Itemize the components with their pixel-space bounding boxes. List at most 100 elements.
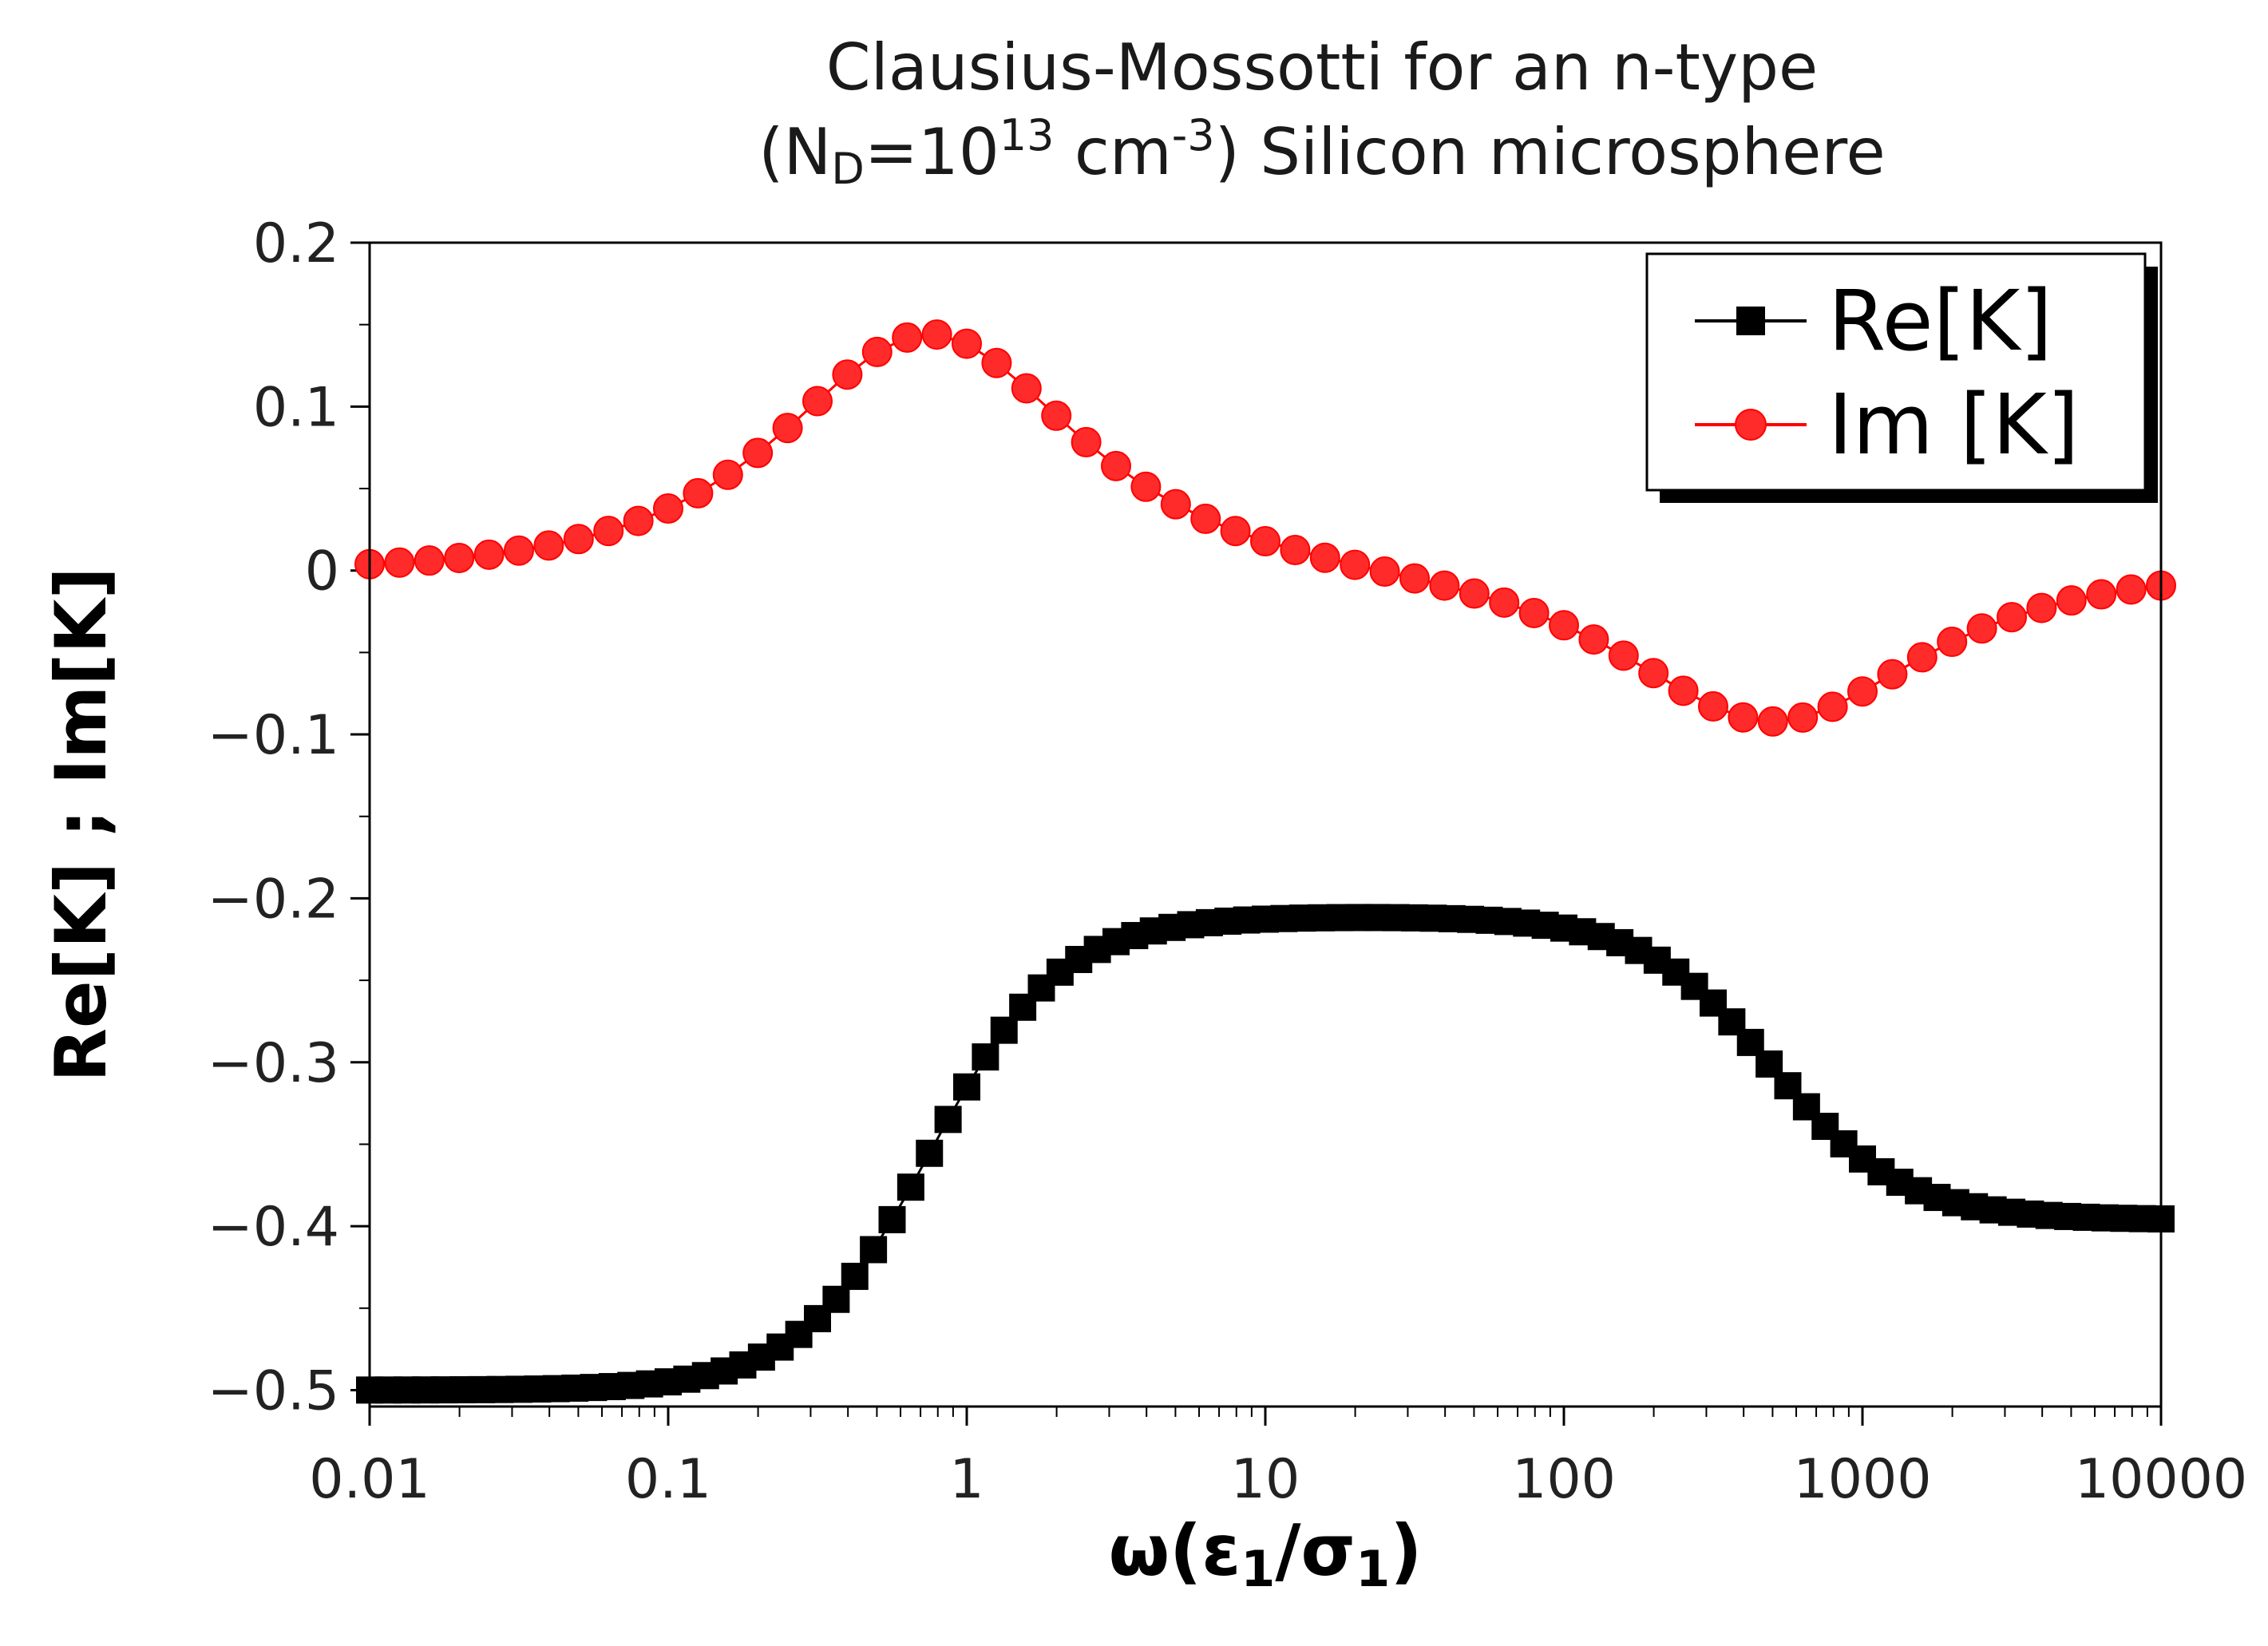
x-tick-label: 0.1 (625, 1448, 711, 1511)
im-k-point (892, 322, 923, 353)
y-tick-label: −0.2 (208, 868, 339, 931)
im-k-point (1906, 642, 1937, 673)
legend-re-label: Re[K] (1828, 272, 2052, 370)
im-k-point (712, 459, 743, 490)
y-tick-label: −0.1 (208, 704, 339, 767)
im-k-point (772, 413, 803, 444)
x-tick-label: 10000 (2075, 1448, 2247, 1511)
im-k-point (444, 542, 475, 573)
x-tick-label: 0.01 (309, 1448, 429, 1511)
series-im-k (354, 319, 2176, 737)
im-k-point (1817, 691, 1848, 722)
im-k-point (1190, 503, 1221, 534)
y-tick-label: −0.4 (208, 1196, 339, 1259)
im-k-point (1280, 535, 1311, 566)
x-tick-label: 1000 (1793, 1448, 1931, 1511)
re-k-point (953, 1073, 980, 1101)
im-k-point (2116, 574, 2147, 605)
y-tick-label: 0.2 (253, 212, 339, 275)
im-k-point (1041, 400, 1072, 431)
im-k-point (1966, 613, 1997, 644)
x-axis-title: ω(ε1/σ1) (1109, 1509, 1423, 1598)
im-k-point (981, 347, 1012, 378)
im-k-point (1608, 640, 1639, 671)
title-superscript: 13 (999, 110, 1055, 160)
im-k-point (1847, 676, 1878, 707)
im-k-point (1787, 702, 1819, 733)
im-k-point (563, 524, 594, 555)
im-k-point (1877, 659, 1908, 690)
im-k-point (2026, 592, 2057, 623)
im-k-point (1309, 542, 1340, 573)
re-k-point (916, 1139, 944, 1167)
im-k-point (2086, 579, 2117, 610)
im-k-point (861, 336, 893, 367)
im-k-point (1757, 706, 1788, 737)
re-k-point (972, 1043, 999, 1071)
y-axis: 0.2 0.1 0 −0.1 −0.2 −0.3 −0.4 −0.5 (208, 212, 370, 1422)
re-k-point (841, 1262, 869, 1290)
im-k-point (683, 477, 714, 508)
im-k-point (1698, 690, 1728, 722)
legend: Re[K] Im [K] (1645, 252, 2158, 503)
im-k-point (504, 535, 534, 566)
im-k-point (593, 516, 624, 547)
re-k-point (878, 1205, 906, 1233)
im-k-point (1638, 658, 1669, 689)
plot-frame (368, 241, 2163, 1408)
im-k-point (1101, 450, 1131, 481)
im-k-point (1130, 471, 1162, 502)
im-k-point (623, 505, 654, 536)
im-k-point (952, 328, 982, 359)
im-k-point (1340, 549, 1371, 580)
im-k-point (1369, 556, 1400, 588)
im-k-point (742, 437, 774, 469)
y-tick-label: −0.3 (208, 1032, 339, 1095)
legend-re-square-marker (1736, 307, 1765, 335)
re-k-point (990, 1016, 1018, 1044)
im-k-point (1011, 373, 1042, 404)
title-subscript: D (831, 144, 865, 194)
legend-im-circle-marker (1735, 409, 1767, 441)
im-k-point (384, 547, 415, 578)
im-k-point (1549, 610, 1579, 641)
re-k-point (822, 1285, 850, 1313)
im-k-point (1220, 516, 1251, 547)
im-k-point (1250, 526, 1280, 557)
im-k-point (2056, 585, 2087, 616)
im-k-point (1071, 426, 1102, 457)
im-k-point (1668, 675, 1699, 706)
legend-im-label: Im [K] (1828, 376, 2079, 473)
im-k-point (473, 539, 505, 570)
im-k-point (832, 359, 863, 390)
chart-title-line2: (ND=1013 cm-3) Silicon microsphere (758, 110, 1886, 194)
y-tick-label: −0.5 (208, 1359, 339, 1422)
im-k-point (414, 545, 445, 576)
im-k-point (1578, 624, 1609, 655)
im-k-point (1997, 602, 2027, 633)
im-k-point (1429, 570, 1460, 601)
im-k-point (1399, 563, 1430, 594)
series-re-k (356, 904, 2175, 1404)
x-axis: 0.01 0.1 1 10 100 1000 10000 (309, 1407, 2247, 1511)
y-tick-label: 0 (305, 540, 339, 603)
im-k-point (533, 530, 564, 561)
im-k-point (1728, 702, 1759, 733)
re-k-point (934, 1106, 962, 1134)
re-k-point (860, 1236, 888, 1264)
im-k-point (921, 319, 952, 350)
title-unit-superscript: -3 (1172, 110, 1215, 160)
x-tick-label: 100 (1512, 1448, 1616, 1511)
re-k-point (897, 1173, 924, 1201)
im-k-point (1160, 489, 1191, 520)
y-axis-title: Re[K] ; Im[K] (40, 567, 122, 1082)
chart-title-line1: Clausius-Mossotti for an n-type (826, 30, 1819, 105)
legend-box (1645, 252, 2147, 492)
im-k-point (1459, 578, 1490, 609)
x-tick-label: 1 (949, 1448, 984, 1511)
im-k-point (1489, 587, 1520, 618)
im-k-point (1518, 597, 1550, 628)
im-k-point (802, 386, 833, 417)
im-k-point (653, 493, 683, 524)
